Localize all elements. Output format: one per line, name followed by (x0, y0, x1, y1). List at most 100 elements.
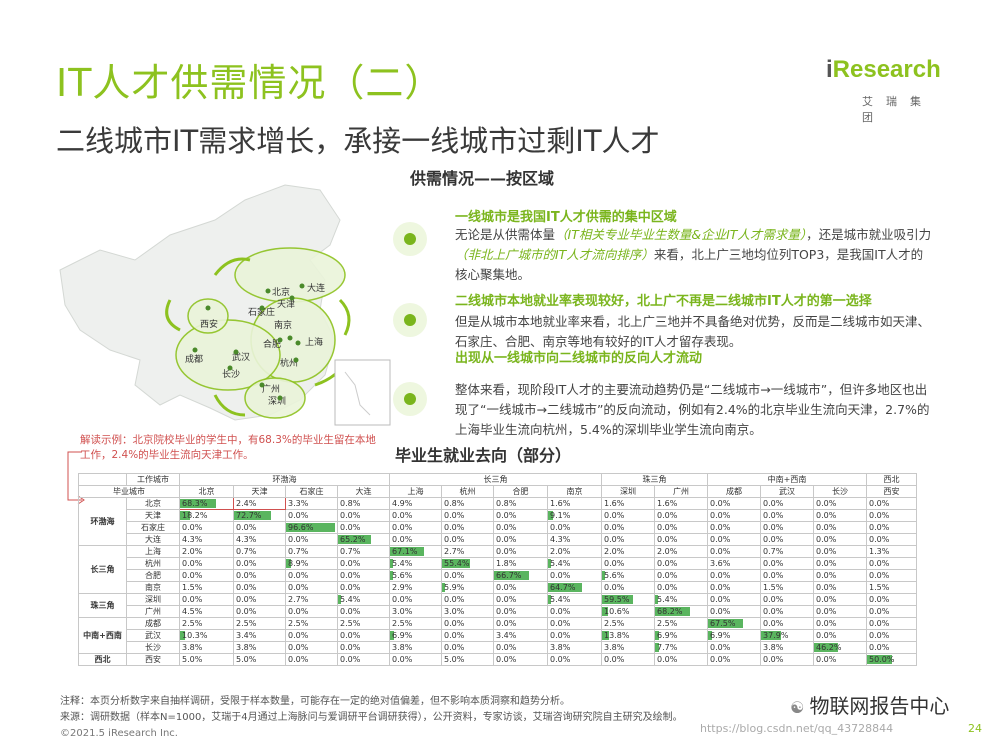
table-cell: 0.0% (547, 521, 602, 534)
cell-value: 0.0% (392, 655, 413, 664)
cell-value: 0.7% (340, 547, 361, 556)
cell-value: 2.7% (444, 547, 465, 556)
cell-value: 0.0% (710, 655, 731, 664)
cell-value: 0.0% (869, 511, 890, 520)
cell-value: 0.0% (763, 619, 784, 628)
table-cell: 0.0% (707, 509, 761, 522)
col-header: 成都 (707, 485, 761, 498)
value-bar (286, 559, 291, 568)
cell-value: 5.9% (444, 583, 465, 592)
table-cell: 0.0% (337, 653, 390, 666)
table-cell: 4.9% (389, 497, 442, 510)
table-cell: 72.7% (233, 509, 286, 522)
footer-note: 注释：本页分析数字来自抽样调研，受限于样本数量，可能存在一定的绝对值偏差，但不影… (60, 696, 570, 707)
table-cell: 0.0% (760, 509, 814, 522)
table-cell: 0.0% (813, 593, 867, 606)
cell-value: 4.9% (392, 499, 413, 508)
cell-value: 0.0% (710, 547, 731, 556)
cell-value: 0.0% (550, 619, 571, 628)
table-cell: 0.0% (707, 569, 761, 582)
cell-value: 0.0% (816, 511, 837, 520)
table-cell: 0.0% (707, 593, 761, 606)
table-cell: 5.0% (179, 653, 234, 666)
table-row: 珠三角 深圳 0.0% 0.0% 2.7% 5.4% 0.0% 0.0% 0.0% 5.4% 59.… (78, 593, 917, 618)
table-row: 石家庄 0.0% 0.0% 96.6% 0.0% 0.0% 0.0% 0.0% 0.0% 0.0%… (79, 521, 917, 534)
cell-value: 1.8% (496, 559, 517, 568)
col-header: 长沙 (813, 485, 867, 498)
table-cell: 7.7% (654, 641, 708, 654)
cell-value: 0.0% (496, 655, 517, 664)
cell-value: 2.0% (182, 547, 203, 556)
table-cell: 5.0% (441, 653, 494, 666)
row-city-header: 上海 (126, 545, 180, 558)
cell-value: 5.4% (550, 559, 571, 568)
value-bar (390, 547, 425, 556)
cell-value: 0.0% (288, 511, 309, 520)
table-cell: 3.4% (493, 629, 548, 642)
table-cell: 5.4% (654, 593, 708, 606)
watermark-title: ☯ 物联网报告中心 (790, 694, 950, 718)
table-cell: 0.0% (707, 521, 761, 534)
value-bar (390, 559, 393, 568)
cell-value: 1.6% (604, 499, 625, 508)
map-city-label: 石家庄 (248, 306, 275, 318)
table-cell: 0.0% (813, 509, 867, 522)
table-cell: 2.0% (547, 545, 602, 558)
cell-value: 4.3% (182, 535, 203, 544)
table-cell: 0.0% (493, 533, 548, 546)
col-group-header: 珠三角 (601, 473, 708, 486)
col-header: 石家庄 (285, 485, 338, 498)
cell-value: 0.0% (657, 583, 678, 592)
map-city-label: 合肥 (263, 338, 281, 350)
bullet-icon (393, 222, 427, 256)
table-cell: 0.8% (441, 497, 494, 510)
table-cell: 0.0% (707, 653, 761, 666)
table-cell: 0.0% (813, 533, 867, 546)
row-city-header: 长沙 (126, 641, 180, 654)
table-cell: 0.0% (337, 641, 390, 654)
table-cell: 0.0% (285, 605, 338, 618)
table-cell: 5.4% (547, 557, 602, 570)
cell-value: 37.9% (763, 631, 789, 640)
table-cell: 46.2% (813, 641, 867, 654)
corner-cell (78, 473, 127, 486)
table-cell: 0.0% (285, 581, 338, 594)
table-cell: 0.0% (813, 497, 867, 510)
cell-value: 0.0% (288, 655, 309, 664)
cell-value: 2.0% (604, 547, 625, 556)
cell-value: 1.5% (182, 583, 203, 592)
table-row: 武汉 10.3% 3.4% 0.0% 0.0% 6.9% 0.0% 3.4% 0.0% 13.8%… (79, 629, 917, 642)
cell-value: 68.2% (657, 607, 683, 616)
cell-value: 3.8% (236, 643, 257, 652)
table-cell: 0.0% (389, 509, 442, 522)
table-cell: 0.0% (654, 653, 708, 666)
cell-value: 13.8% (604, 631, 630, 640)
value-bar (390, 571, 393, 580)
value-bar (708, 631, 712, 640)
table-cell: 0.0% (285, 509, 338, 522)
cell-value: 0.0% (340, 655, 361, 664)
map-city-label: 上海 (305, 336, 323, 348)
table-cell: 1.5% (760, 581, 814, 594)
corner-grad-city: 毕业城市 (78, 485, 180, 498)
cell-value: 46.2% (816, 643, 842, 652)
table-cell: 0.0% (601, 509, 655, 522)
cell-value: 0.0% (816, 547, 837, 556)
col-header: 南京 (547, 485, 602, 498)
point-3-heading: 出现从一线城市向二线城市的反向人才流动 (455, 351, 703, 366)
cell-value: 67.1% (392, 547, 418, 556)
table-cell: 0.0% (389, 521, 442, 534)
cell-value: 6.9% (710, 631, 731, 640)
cell-value: 0.0% (288, 535, 309, 544)
table-cell: 0.0% (233, 569, 286, 582)
cell-value: 3.6% (710, 559, 731, 568)
value-bar (602, 631, 610, 640)
value-bar (548, 511, 553, 520)
cell-value: 55.4% (444, 559, 470, 568)
cell-value: 6.9% (657, 631, 678, 640)
cell-value: 0.0% (340, 523, 361, 532)
cell-value: 3.4% (236, 631, 257, 640)
cell-value: 0.0% (816, 523, 837, 532)
cell-value: 0.0% (710, 499, 731, 508)
logo-brand: iResearch (826, 56, 941, 83)
